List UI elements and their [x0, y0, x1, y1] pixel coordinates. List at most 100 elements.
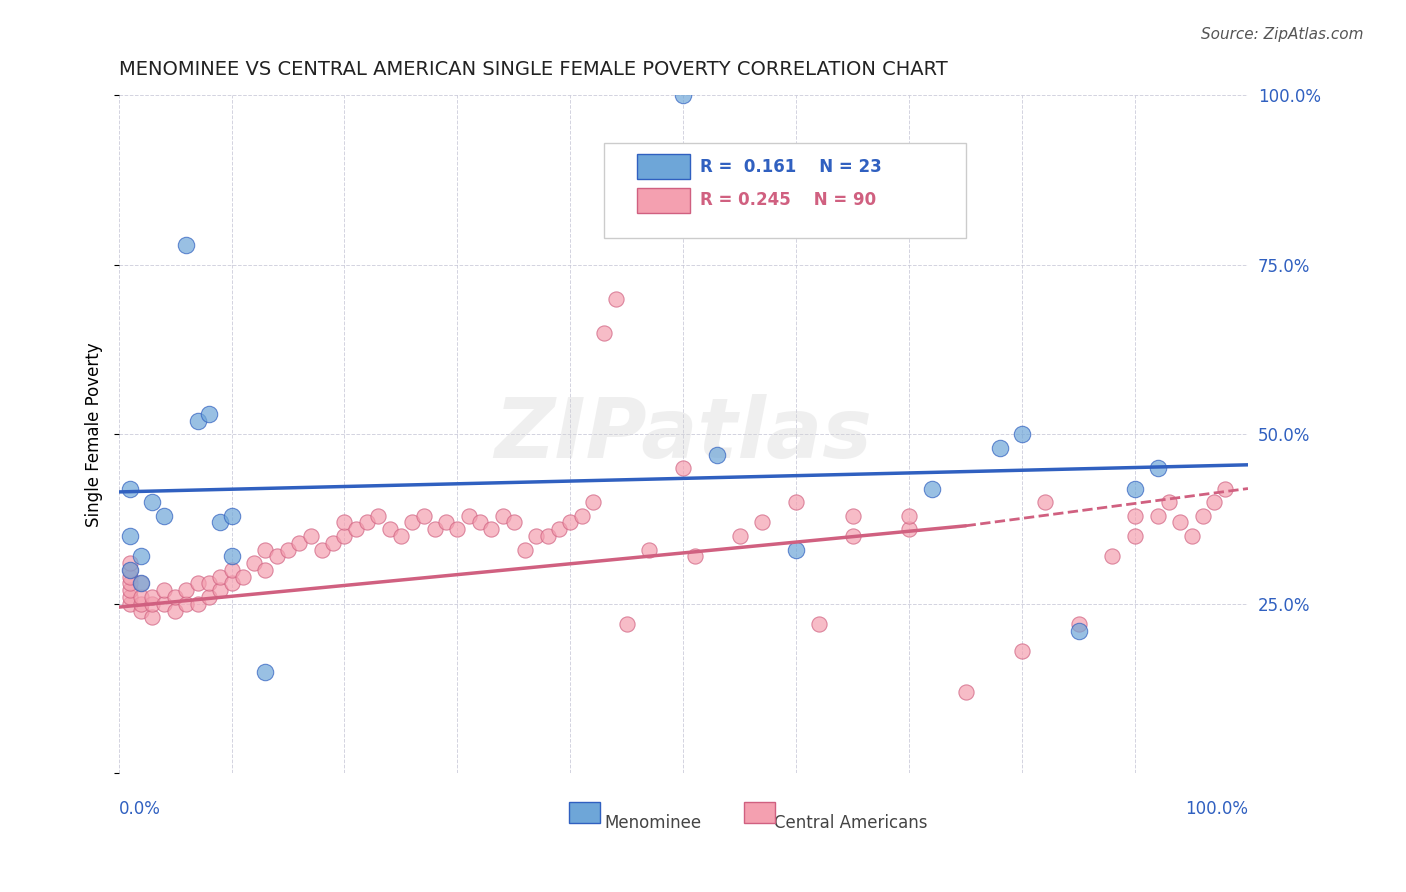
Point	[898, 522, 921, 536]
Text: 100.0%: 100.0%	[1185, 800, 1249, 818]
FancyBboxPatch shape	[637, 153, 690, 179]
Point	[457, 508, 479, 523]
Point	[141, 590, 163, 604]
FancyBboxPatch shape	[605, 143, 966, 238]
Point	[141, 495, 163, 509]
Point	[118, 556, 141, 570]
Text: MENOMINEE VS CENTRAL AMERICAN SINGLE FEMALE POVERTY CORRELATION CHART: MENOMINEE VS CENTRAL AMERICAN SINGLE FEM…	[118, 60, 948, 78]
Point	[221, 508, 243, 523]
Point	[548, 522, 571, 536]
Point	[672, 88, 695, 103]
Point	[751, 516, 773, 530]
Point	[434, 516, 457, 530]
Point	[605, 292, 627, 306]
Point	[187, 597, 209, 611]
Point	[1180, 529, 1202, 543]
Point	[526, 529, 548, 543]
Point	[118, 482, 141, 496]
Point	[468, 516, 491, 530]
Point	[118, 590, 141, 604]
Point	[515, 542, 537, 557]
Point	[254, 563, 277, 577]
Point	[129, 549, 152, 564]
Point	[1204, 495, 1226, 509]
Point	[1157, 495, 1180, 509]
Point	[333, 516, 356, 530]
Point	[491, 508, 513, 523]
Point	[1011, 427, 1033, 442]
FancyBboxPatch shape	[637, 187, 690, 213]
Point	[277, 542, 299, 557]
Point	[367, 508, 389, 523]
Point	[141, 610, 163, 624]
Point	[187, 414, 209, 428]
Point	[129, 603, 152, 617]
Point	[209, 569, 232, 583]
Point	[129, 576, 152, 591]
Point	[1011, 644, 1033, 658]
Point	[378, 522, 401, 536]
Point	[423, 522, 446, 536]
Point	[1123, 508, 1146, 523]
Point	[785, 542, 807, 557]
Point	[311, 542, 333, 557]
Point	[129, 576, 152, 591]
Point	[921, 482, 943, 496]
Point	[232, 569, 254, 583]
Point	[683, 549, 706, 564]
Point	[254, 542, 277, 557]
Point	[221, 549, 243, 564]
Point	[571, 508, 593, 523]
Point	[1033, 495, 1056, 509]
Point	[1146, 461, 1168, 475]
Point	[479, 522, 502, 536]
Point	[288, 535, 311, 549]
Point	[322, 535, 344, 549]
Point	[152, 508, 174, 523]
Text: Central Americans: Central Americans	[773, 814, 927, 832]
Point	[243, 556, 266, 570]
Point	[176, 583, 198, 598]
Point	[955, 685, 977, 699]
Point	[356, 516, 378, 530]
Point	[593, 326, 616, 340]
Point	[152, 583, 174, 598]
Point	[502, 516, 524, 530]
Point	[1101, 549, 1123, 564]
Point	[807, 617, 830, 632]
Point	[118, 576, 141, 591]
Point	[841, 508, 863, 523]
Point	[1123, 529, 1146, 543]
Point	[1123, 482, 1146, 496]
Point	[728, 529, 751, 543]
Point	[1191, 508, 1213, 523]
Point	[988, 441, 1011, 455]
Point	[165, 590, 187, 604]
Point	[446, 522, 468, 536]
Text: 0.0%: 0.0%	[118, 800, 160, 818]
Point	[389, 529, 412, 543]
Text: ZIPatlas: ZIPatlas	[495, 393, 872, 475]
Point	[898, 508, 921, 523]
Point	[198, 407, 221, 421]
Point	[176, 237, 198, 252]
Point	[401, 516, 423, 530]
Point	[141, 597, 163, 611]
Text: Source: ZipAtlas.com: Source: ZipAtlas.com	[1201, 27, 1364, 42]
Point	[118, 569, 141, 583]
Point	[165, 603, 187, 617]
Point	[344, 522, 367, 536]
Text: R = 0.245    N = 90: R = 0.245 N = 90	[700, 192, 876, 210]
Point	[672, 461, 695, 475]
Text: R =  0.161    N = 23: R = 0.161 N = 23	[700, 158, 882, 176]
Y-axis label: Single Female Poverty: Single Female Poverty	[86, 342, 103, 526]
Point	[1146, 508, 1168, 523]
Point	[152, 597, 174, 611]
Text: Menominee: Menominee	[605, 814, 702, 832]
Point	[209, 583, 232, 598]
Point	[638, 542, 661, 557]
Point	[299, 529, 322, 543]
Point	[221, 563, 243, 577]
Point	[841, 529, 863, 543]
Point	[706, 448, 728, 462]
